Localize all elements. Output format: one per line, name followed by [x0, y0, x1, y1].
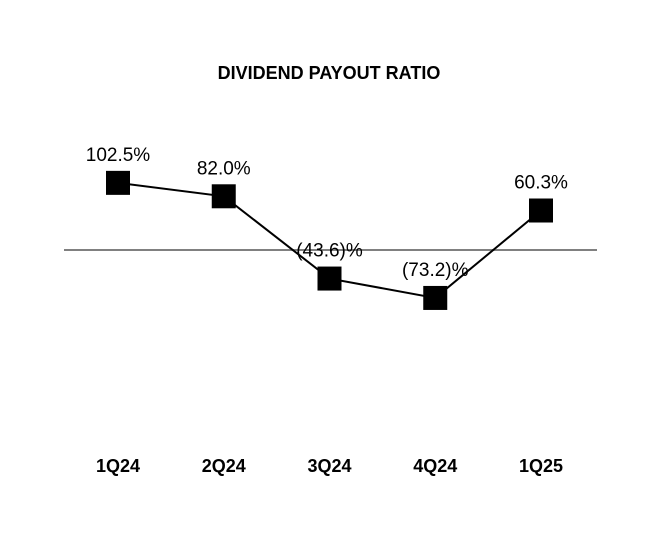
data-point-marker [106, 170, 130, 195]
x-tick-label: 1Q24 [96, 456, 140, 476]
data-point-marker [529, 198, 553, 223]
x-tick-label: 1Q25 [519, 456, 563, 476]
data-point-marker [211, 184, 236, 209]
data-label: 102.5% [86, 145, 151, 166]
data-label: (73.2)% [402, 260, 469, 281]
plot-area: 102.5% 82.0% (43.6)% (73.2)% 60.3% 1Q24 2Q24 3Q… [86, 145, 568, 476]
chart-title: DIVIDEND PAYOUT RATIO [218, 63, 441, 83]
x-tick-label: 4Q24 [413, 456, 457, 476]
data-label: 82.0% [197, 158, 251, 179]
data-point-marker [423, 285, 448, 310]
data-label: (43.6)% [296, 241, 363, 262]
data-point-marker [317, 266, 342, 291]
data-label: 60.3% [514, 173, 568, 194]
x-tick-label: 3Q24 [307, 456, 351, 476]
x-tick-label: 2Q24 [202, 456, 246, 476]
